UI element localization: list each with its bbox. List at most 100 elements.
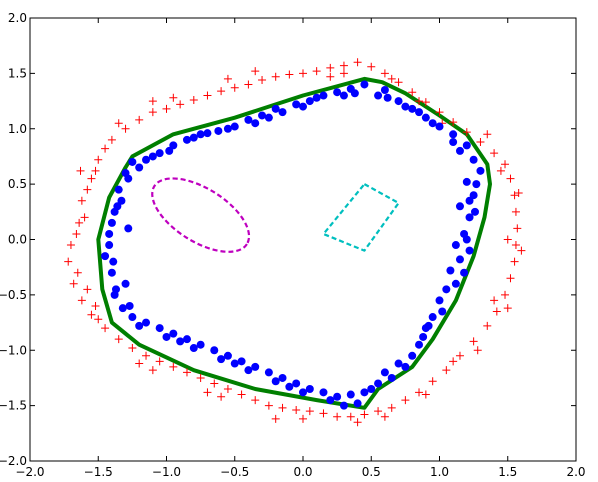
x-tick-label: 0.0 xyxy=(293,465,312,479)
inner-point xyxy=(383,93,392,102)
inner-point xyxy=(125,301,134,310)
y-tick-label: 2.0 xyxy=(8,11,27,25)
inner-point xyxy=(135,163,144,172)
outer-point xyxy=(83,185,92,194)
inner-point xyxy=(319,91,328,100)
outer-point xyxy=(128,344,137,353)
outer-point xyxy=(380,69,389,78)
inner-point xyxy=(105,241,114,250)
outer-point xyxy=(258,76,267,85)
outer-point xyxy=(473,346,482,355)
outer-point xyxy=(513,224,522,233)
inner-point xyxy=(469,191,478,200)
inner-point xyxy=(451,241,460,250)
inner-point xyxy=(305,97,314,106)
outer-point xyxy=(353,58,362,67)
outer-point xyxy=(374,407,383,416)
inner-point xyxy=(350,89,359,98)
outer-point xyxy=(333,412,342,421)
outer-point xyxy=(94,155,103,164)
outer-point xyxy=(101,144,110,153)
inner-point xyxy=(121,279,130,288)
inner-point xyxy=(230,122,239,131)
inner-point xyxy=(380,85,389,94)
outer-point xyxy=(64,257,73,266)
inner-point xyxy=(258,111,267,120)
outer-point xyxy=(189,95,198,104)
x-tick-label: −0.5 xyxy=(220,465,249,479)
outer-point xyxy=(264,401,273,410)
inner-point xyxy=(109,257,118,266)
inner-point xyxy=(278,108,287,117)
inner-point xyxy=(415,340,424,349)
inner-point xyxy=(135,321,144,330)
inner-point xyxy=(264,113,273,122)
outer-point xyxy=(501,290,510,299)
outer-point xyxy=(237,390,246,399)
outer-point xyxy=(271,72,280,81)
inner-point xyxy=(292,379,301,388)
outer-point xyxy=(292,406,301,415)
inner-point xyxy=(169,141,178,150)
outer-point xyxy=(483,321,492,330)
outer-point xyxy=(135,359,144,368)
inner-point xyxy=(339,91,348,100)
inner-point xyxy=(162,332,171,341)
outer-point xyxy=(326,72,335,81)
outer-point xyxy=(203,388,212,397)
outer-point xyxy=(492,307,501,316)
inner-point xyxy=(217,355,226,364)
outer-point xyxy=(442,366,451,375)
inner-point xyxy=(469,155,478,164)
outer-point xyxy=(503,304,512,313)
y-tick-label: −0.5 xyxy=(0,288,27,302)
y-tick-label: −1.5 xyxy=(0,399,27,413)
inner-point xyxy=(460,268,469,277)
inner-point xyxy=(182,335,191,344)
outer-point xyxy=(87,174,96,183)
outer-point xyxy=(511,241,520,250)
outer-point xyxy=(339,61,348,70)
outer-point xyxy=(69,279,78,288)
inner-point xyxy=(285,382,294,391)
outer-point xyxy=(75,218,84,227)
inner-point xyxy=(455,146,464,155)
outer-point xyxy=(196,373,205,382)
outer-point xyxy=(210,379,219,388)
inner-point xyxy=(374,91,383,100)
inner-point xyxy=(472,180,481,189)
inner-point xyxy=(449,138,458,147)
x-tick-label: −1.5 xyxy=(84,465,113,479)
y-tick-label: 0.5 xyxy=(8,177,27,191)
inner-point xyxy=(155,324,164,333)
inner-point xyxy=(451,279,460,288)
outer-point xyxy=(305,407,314,416)
inner-point xyxy=(435,122,444,131)
outer-point xyxy=(421,98,430,107)
inner-point xyxy=(401,102,410,111)
outer-point xyxy=(230,83,239,92)
inner-point xyxy=(278,373,287,382)
inner-point xyxy=(442,285,451,294)
outer-point xyxy=(72,229,81,238)
inner-point xyxy=(455,255,464,264)
outer-point xyxy=(148,97,157,106)
outer-point xyxy=(469,337,478,346)
outer-point xyxy=(449,357,458,366)
outer-point xyxy=(326,63,335,72)
inner-point xyxy=(462,141,471,150)
outer-point xyxy=(223,385,232,394)
inner-point xyxy=(462,235,471,244)
inner-point xyxy=(107,218,116,227)
inner-point xyxy=(264,368,273,377)
inner-point xyxy=(169,329,178,338)
outer-point xyxy=(169,93,178,102)
outer-point xyxy=(428,377,437,386)
outer-point xyxy=(496,166,505,175)
outer-point xyxy=(114,119,123,128)
outer-point xyxy=(148,108,157,117)
outer-point xyxy=(278,403,287,412)
plot-area xyxy=(30,18,576,461)
inner-point xyxy=(401,362,410,371)
